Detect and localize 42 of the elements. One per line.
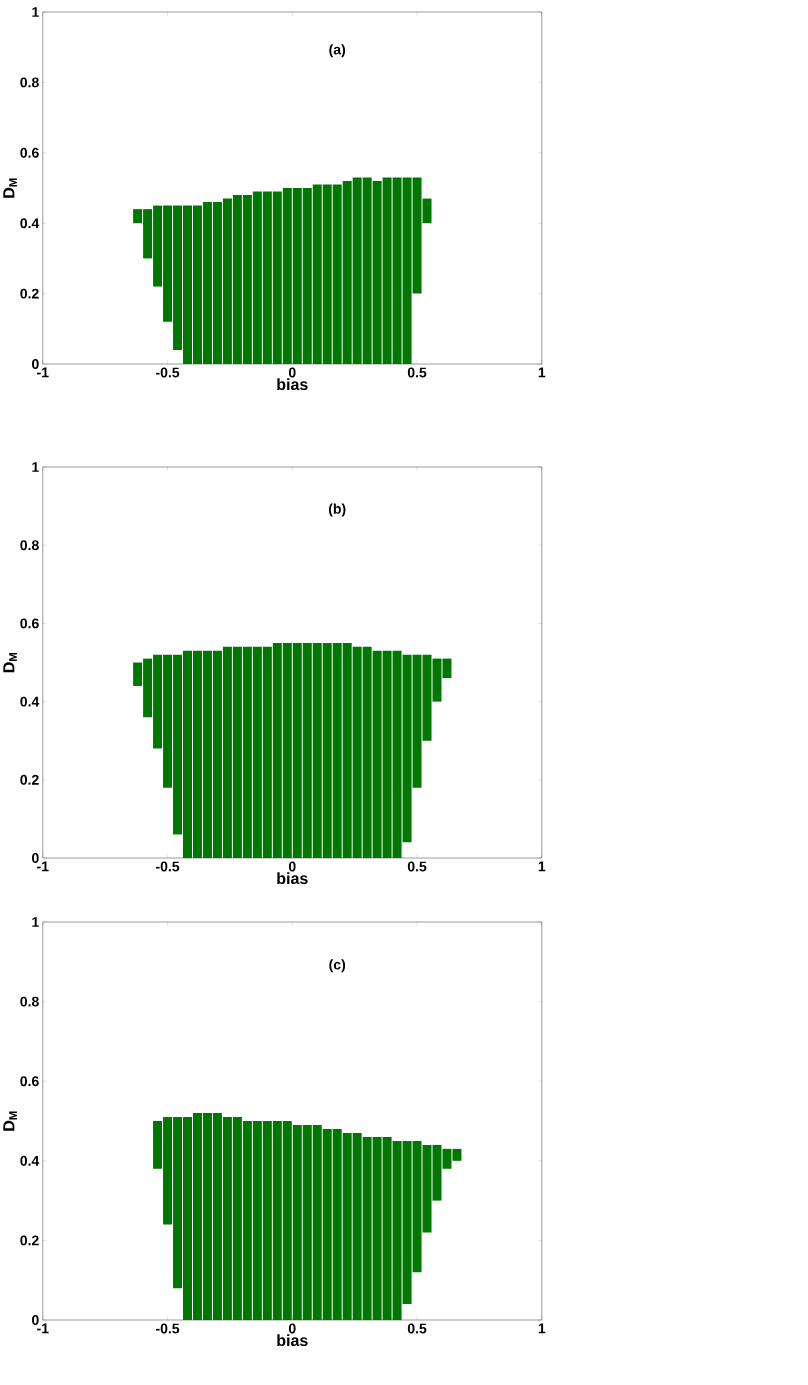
y-tick-label: 0.8 xyxy=(20,996,39,1007)
y-axis-title: D$_{M}$ xyxy=(3,653,17,673)
x-tick-label: 0.5 xyxy=(407,1323,427,1334)
x-tick-label: 1 xyxy=(538,367,546,378)
y-tick-label: 0 xyxy=(31,359,39,369)
y-tick-label: 0.4 xyxy=(20,1155,40,1166)
y-tick-label: 1 xyxy=(32,462,39,472)
x-tick-label: 0.5 xyxy=(407,861,427,872)
annotation: (a) xyxy=(329,44,345,58)
y-tick-label: 0 xyxy=(31,853,39,863)
x-axis-title: bias xyxy=(277,872,308,885)
annotation: (b) xyxy=(328,503,346,517)
y-tick-label: 0.6 xyxy=(20,618,39,629)
annotation: (c) xyxy=(329,959,345,973)
x-tick-label: 0 xyxy=(288,1323,296,1334)
y-tick-label: 0.2 xyxy=(20,288,39,299)
x-tick-label: -0.5 xyxy=(155,861,180,872)
y-tick-label: 0.2 xyxy=(20,1235,39,1246)
x-axis-title: bias xyxy=(277,1334,308,1347)
y-tick-label: 0.6 xyxy=(20,1076,39,1087)
x-tick-label: -1 xyxy=(36,367,49,378)
x-tick-label: 0 xyxy=(288,367,296,378)
x-tick-label: 1 xyxy=(538,1323,546,1334)
x-axis-title: bias xyxy=(277,378,308,391)
y-tick-label: 0 xyxy=(31,1315,39,1325)
y-tick-label: 0.4 xyxy=(20,696,40,707)
x-tick-label: -0.5 xyxy=(155,1323,180,1334)
x-tick-label: -1 xyxy=(36,1323,49,1334)
y-tick-label: 1 xyxy=(32,917,39,927)
y-tick-label: 0.8 xyxy=(20,540,39,551)
x-tick-label: 0.5 xyxy=(407,367,427,378)
x-tick-label: 1 xyxy=(538,861,546,872)
x-tick-label: -1 xyxy=(36,861,49,872)
y-axis-title: D$_{M}$ xyxy=(3,178,17,198)
y-tick-label: 1 xyxy=(32,7,39,17)
y-tick-label: 0.2 xyxy=(20,774,39,785)
x-tick-label: 0 xyxy=(288,861,296,872)
y-tick-label: 0.4 xyxy=(20,218,40,229)
x-tick-label: -0.5 xyxy=(155,367,180,378)
y-tick-label: 0.8 xyxy=(20,77,39,88)
y-axis-title: D$_{M}$ xyxy=(3,1111,17,1131)
y-tick-label: 0.6 xyxy=(20,147,39,158)
